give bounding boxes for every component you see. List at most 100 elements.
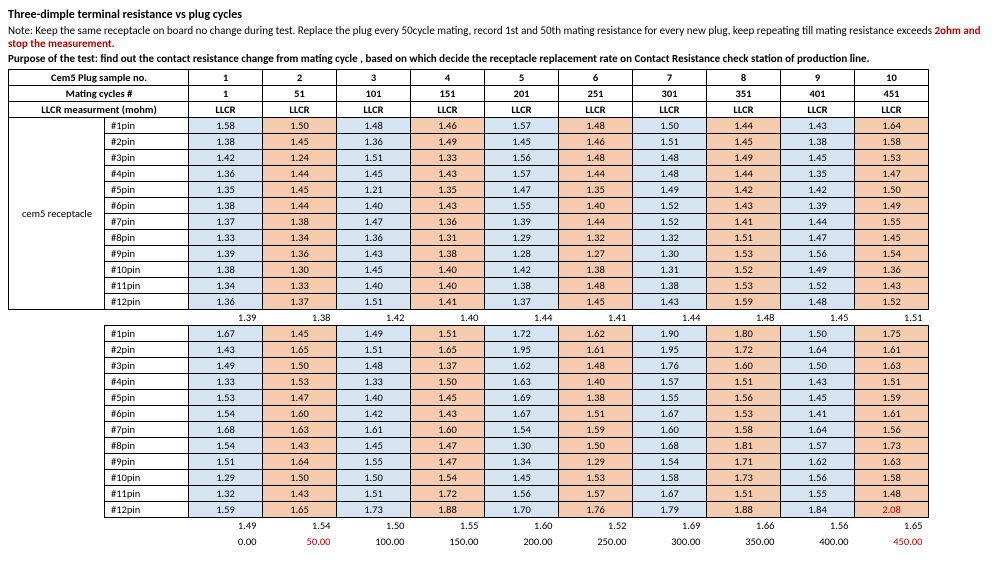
t1-r8-c4: 1.28 <box>485 246 559 262</box>
t1-r6-c0: 1.37 <box>189 214 263 230</box>
hdr-cycle-8: 401 <box>781 86 855 102</box>
t1-avg-7: 1.48 <box>707 310 781 326</box>
t1-r0-c0: 1.58 <box>189 118 263 134</box>
t2-r11-c1: 1.65 <box>263 502 337 518</box>
t2-r3-c8: 1.43 <box>781 374 855 390</box>
t2-r8-c9: 1.63 <box>855 454 929 470</box>
t2-r10-c9: 1.48 <box>855 486 929 502</box>
hdr-cycle-1: 51 <box>263 86 337 102</box>
t1-r0-c8: 1.43 <box>781 118 855 134</box>
t1-r4-c9: 1.50 <box>855 182 929 198</box>
t1-r9-c2: 1.45 <box>337 262 411 278</box>
t1-r10-c0: 1.34 <box>189 278 263 294</box>
hdr-sample-5: 6 <box>559 70 633 86</box>
t2-r3-c7: 1.51 <box>707 374 781 390</box>
t2-r8-c5: 1.29 <box>559 454 633 470</box>
t2-r10-c3: 1.72 <box>411 486 485 502</box>
hdr-llcr-6: LLCR <box>633 102 707 118</box>
t2-pin-7: #8pin <box>105 438 189 454</box>
t1-r6-c6: 1.52 <box>633 214 707 230</box>
t2-r5-c4: 1.67 <box>485 406 559 422</box>
t2-r7-c7: 1.81 <box>707 438 781 454</box>
t1-r7-c7: 1.51 <box>707 230 781 246</box>
t1-r11-c6: 1.43 <box>633 294 707 310</box>
t1-r2-c9: 1.53 <box>855 150 929 166</box>
xaxis-1: 50.00 <box>263 534 337 550</box>
t1-pin-8: #9pin <box>105 246 189 262</box>
t2-r7-c4: 1.30 <box>485 438 559 454</box>
t1-r4-c1: 1.45 <box>263 182 337 198</box>
hdr-llcr-meas: LLCR measurment (mohm) <box>9 102 189 118</box>
hdr-sample-7: 8 <box>707 70 781 86</box>
t1-r0-c7: 1.44 <box>707 118 781 134</box>
t1-r8-c8: 1.56 <box>781 246 855 262</box>
t1-r8-c1: 1.36 <box>263 246 337 262</box>
t2-r6-c0: 1.68 <box>189 422 263 438</box>
t1-r3-c4: 1.57 <box>485 166 559 182</box>
t2-r1-c6: 1.95 <box>633 342 707 358</box>
t2-r0-c2: 1.49 <box>337 326 411 342</box>
t2-avg-8: 1.56 <box>781 518 855 534</box>
t1-r2-c4: 1.56 <box>485 150 559 166</box>
t2-r10-c1: 1.43 <box>263 486 337 502</box>
t2-r6-c6: 1.60 <box>633 422 707 438</box>
hdr-mating-cycles: Mating cycles # <box>9 86 189 102</box>
t2-r9-c0: 1.29 <box>189 470 263 486</box>
t1-r8-c0: 1.39 <box>189 246 263 262</box>
t1-r4-c4: 1.47 <box>485 182 559 198</box>
t1-r9-c4: 1.42 <box>485 262 559 278</box>
t1-r5-c0: 1.38 <box>189 198 263 214</box>
t2-r2-c5: 1.48 <box>559 358 633 374</box>
hdr-llcr-5: LLCR <box>559 102 633 118</box>
xaxis-2: 100.00 <box>337 534 411 550</box>
t1-r11-c1: 1.37 <box>263 294 337 310</box>
t2-r1-c7: 1.72 <box>707 342 781 358</box>
t1-r3-c5: 1.44 <box>559 166 633 182</box>
t2-r5-c2: 1.42 <box>337 406 411 422</box>
t2-r2-c8: 1.50 <box>781 358 855 374</box>
t2-r6-c8: 1.64 <box>781 422 855 438</box>
t1-r0-c1: 1.50 <box>263 118 337 134</box>
t2-r3-c6: 1.57 <box>633 374 707 390</box>
t2-r1-c3: 1.65 <box>411 342 485 358</box>
t1-r9-c3: 1.40 <box>411 262 485 278</box>
t1-pin-10: #11pin <box>105 278 189 294</box>
t1-r7-c8: 1.47 <box>781 230 855 246</box>
t1-r10-c7: 1.53 <box>707 278 781 294</box>
t1-r0-c5: 1.48 <box>559 118 633 134</box>
t2-r2-c6: 1.76 <box>633 358 707 374</box>
t2-avg-6: 1.69 <box>633 518 707 534</box>
t2-r5-c8: 1.41 <box>781 406 855 422</box>
t2-r8-c1: 1.64 <box>263 454 337 470</box>
receptacle-label: cem5 receptacle <box>9 118 105 310</box>
t2-r6-c7: 1.58 <box>707 422 781 438</box>
t1-r5-c4: 1.55 <box>485 198 559 214</box>
t1-r2-c0: 1.42 <box>189 150 263 166</box>
t2-r8-c7: 1.71 <box>707 454 781 470</box>
t2-pin-3: #4pin <box>105 374 189 390</box>
t2-r7-c0: 1.54 <box>189 438 263 454</box>
t1-pin-0: #1pin <box>105 118 189 134</box>
t2-r4-c0: 1.53 <box>189 390 263 406</box>
t2-r3-c2: 1.33 <box>337 374 411 390</box>
t2-r2-c2: 1.48 <box>337 358 411 374</box>
t1-r10-c5: 1.48 <box>559 278 633 294</box>
t2-r0-c7: 1.80 <box>707 326 781 342</box>
t1-r0-c4: 1.57 <box>485 118 559 134</box>
t1-avg-5: 1.41 <box>559 310 633 326</box>
t2-pin-11: #12pin <box>105 502 189 518</box>
hdr-cycle-2: 101 <box>337 86 411 102</box>
t2-r7-c3: 1.47 <box>411 438 485 454</box>
hdr-llcr-3: LLCR <box>411 102 485 118</box>
t1-r6-c2: 1.47 <box>337 214 411 230</box>
t2-r10-c4: 1.56 <box>485 486 559 502</box>
t1-r2-c8: 1.45 <box>781 150 855 166</box>
t1-r4-c8: 1.42 <box>781 182 855 198</box>
xaxis-3: 150.00 <box>411 534 485 550</box>
t1-r6-c3: 1.36 <box>411 214 485 230</box>
t1-r11-c3: 1.41 <box>411 294 485 310</box>
t2-r4-c4: 1.69 <box>485 390 559 406</box>
xaxis-4: 200.00 <box>485 534 559 550</box>
t2-pin-8: #9pin <box>105 454 189 470</box>
t2-avg-0: 1.49 <box>189 518 263 534</box>
